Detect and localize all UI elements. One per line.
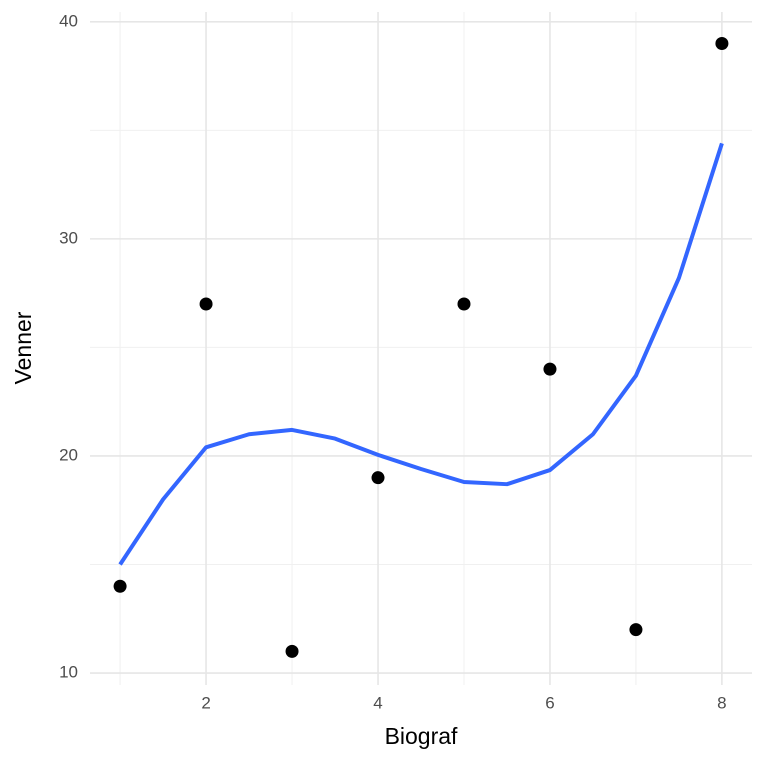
y-axis-title: Venner	[10, 311, 36, 384]
x-tick-label: 4	[373, 693, 382, 712]
x-axis-title: Biograf	[385, 723, 458, 749]
point	[113, 579, 127, 593]
point	[629, 623, 643, 637]
fit-line	[118, 142, 724, 566]
point	[543, 362, 557, 376]
point	[285, 644, 299, 658]
point	[371, 471, 385, 485]
y-tick-label: 10	[59, 663, 78, 682]
x-tick-label: 6	[545, 693, 554, 712]
point	[457, 297, 471, 311]
x-tick-label: 2	[201, 693, 210, 712]
y-tick-label: 20	[59, 445, 78, 464]
point	[199, 297, 213, 311]
point	[715, 36, 729, 50]
y-tick-label: 40	[59, 11, 78, 30]
y-tick-label: 30	[59, 228, 78, 247]
x-tick-label: 8	[717, 693, 726, 712]
